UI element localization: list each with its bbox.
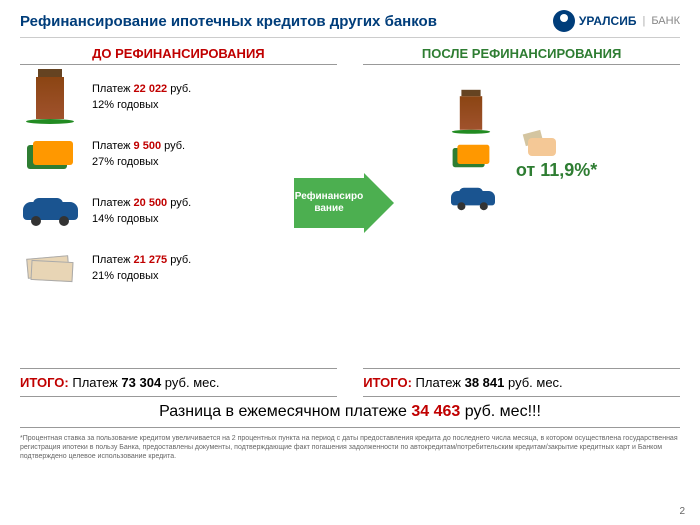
before-header: ДО РЕФИНАНСИРОВАНИЯ xyxy=(20,43,337,65)
car-text: Платеж 20 500 руб. 14% годовых xyxy=(92,196,191,227)
difference-row: Разница в ежемесячном платеже 34 463 руб… xyxy=(20,397,680,428)
page-title: Рефинансирование ипотечных кредитов друг… xyxy=(20,13,437,30)
cash-icon xyxy=(20,246,80,291)
hand-icon xyxy=(516,130,561,160)
before-item-cash: Платеж 21 275 руб. 21% годовых xyxy=(20,246,337,291)
logo-icon xyxy=(553,10,575,32)
bank-logo: УРАЛСИБ | БАНК xyxy=(553,10,680,32)
header: Рефинансирование ипотечных кредитов друг… xyxy=(0,0,700,37)
building-icon xyxy=(20,75,80,120)
after-header: ПОСЛЕ РЕФИНАНСИРОВАНИЯ xyxy=(363,43,680,65)
logo-suffix: БАНК xyxy=(651,15,680,27)
after-right-group: от 11,9%* xyxy=(516,130,597,181)
comparison-columns: ДО РЕФИНАНСИРОВАНИЯ Платеж 22 022 руб. 1… xyxy=(0,43,700,363)
building-icon-small xyxy=(446,95,496,130)
cash-text: Платеж 21 275 руб. 21% годовых xyxy=(92,253,191,284)
totals-row: ИТОГО: Платеж 73 304 руб. мес. ИТОГО: Пл… xyxy=(0,368,700,397)
before-column: ДО РЕФИНАНСИРОВАНИЯ Платеж 22 022 руб. 1… xyxy=(20,43,337,363)
logo-separator: | xyxy=(642,15,645,27)
car-icon-small xyxy=(446,181,496,216)
refinance-arrow: Рефинансирование xyxy=(294,173,404,233)
total-after: ИТОГО: Платеж 38 841 руб. мес. xyxy=(363,368,680,397)
total-before: ИТОГО: Платеж 73 304 руб. мес. xyxy=(20,368,337,397)
before-item-car: Платеж 20 500 руб. 14% годовых xyxy=(20,189,337,234)
after-column: ПОСЛЕ РЕФИНАНСИРОВАНИЯ от 11,9%* xyxy=(363,43,680,363)
car-icon xyxy=(20,189,80,234)
arrow-label: Рефинансирование xyxy=(294,178,364,228)
cards-icon xyxy=(20,132,80,177)
logo-name: УРАЛСИБ xyxy=(579,14,637,28)
after-content: от 11,9%* xyxy=(363,95,680,216)
cards-text: Платеж 9 500 руб. 27% годовых xyxy=(92,139,185,170)
totals-spacer xyxy=(337,368,363,397)
page-number: 2 xyxy=(679,506,685,517)
after-icons-stack xyxy=(446,95,496,216)
mortgage-text: Платеж 22 022 руб. 12% годовых xyxy=(92,82,191,113)
before-item-mortgage: Платеж 22 022 руб. 12% годовых xyxy=(20,75,337,120)
after-rate: от 11,9%* xyxy=(516,160,597,181)
arrow-head-icon xyxy=(364,173,394,233)
footnote: *Процентная ставка за пользование кредит… xyxy=(0,428,700,467)
cards-icon-small xyxy=(446,138,496,173)
before-item-cards: Платеж 9 500 руб. 27% годовых xyxy=(20,132,337,177)
header-divider xyxy=(20,37,680,38)
